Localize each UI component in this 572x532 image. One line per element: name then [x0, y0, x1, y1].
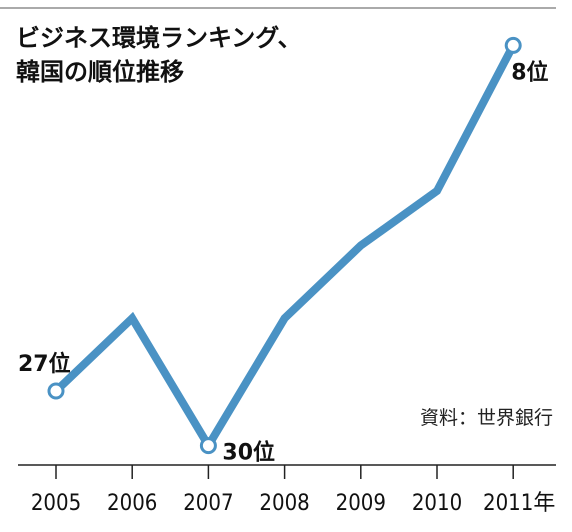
data-points [47, 36, 522, 455]
data-point-marker [504, 36, 522, 54]
x-tick-label: 2007 [183, 491, 233, 516]
x-tick-label: 2006 [107, 491, 157, 516]
data-point-marker [47, 382, 65, 400]
x-tick-label: 2005 [31, 491, 81, 516]
x-tick-label: 2011年 [483, 491, 555, 516]
data-labels: 27位 30位 8位 [18, 59, 549, 465]
x-tick-labels: 2005 2006 2007 2008 2009 2010 2011年 [31, 491, 556, 516]
data-label: 8位 [511, 59, 548, 85]
source-note: 資料：世界銀行 [420, 407, 553, 429]
chart-title-line-1: ビジネス環境ランキング、 [16, 24, 302, 52]
x-tick-label: 2009 [336, 491, 386, 516]
series-line [53, 43, 517, 454]
data-label: 27位 [18, 351, 71, 377]
x-tick-label: 2010 [412, 491, 462, 516]
chart-title-line-2: 韓国の順位推移 [16, 58, 184, 86]
x-tick-label: 2008 [259, 491, 309, 516]
x-ticks [55, 465, 514, 479]
data-point-marker [199, 437, 217, 455]
data-label: 30位 [222, 440, 275, 466]
